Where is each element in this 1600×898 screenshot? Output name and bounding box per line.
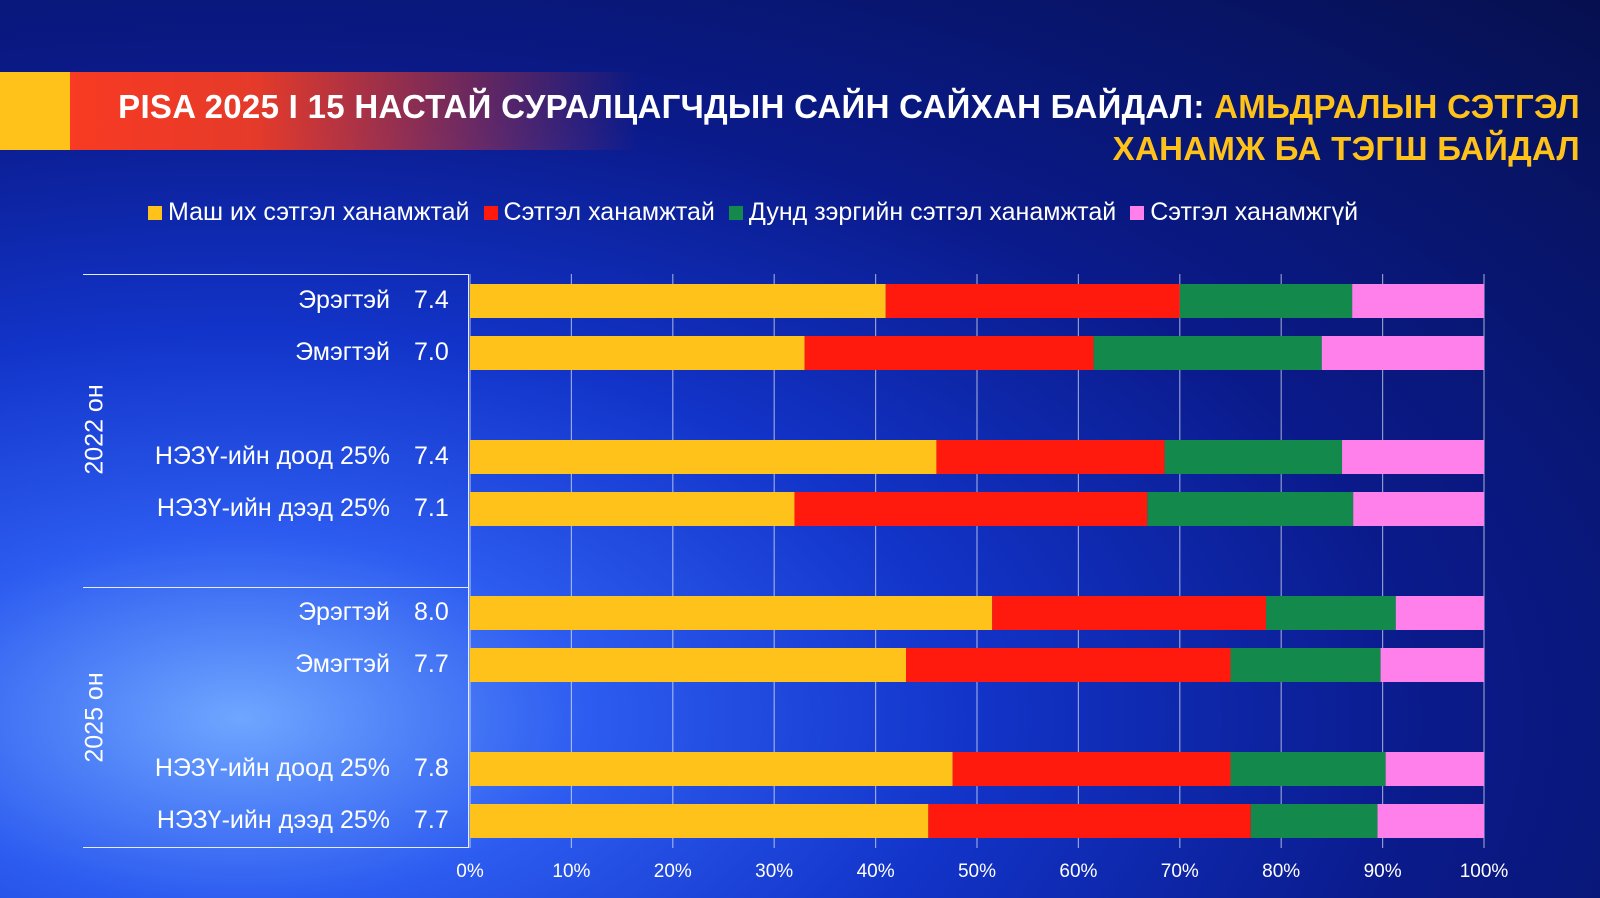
- row-label-2022-low-ses: НЭЗҮ-ийн доод 25%: [154, 442, 390, 470]
- legend-label-very-satisfied: Маш их сэтгэл ханамжтай: [168, 198, 470, 226]
- x-tick-label: 40%: [857, 861, 895, 882]
- legend-item-satisfied: Сэтгэл ханамжтай: [483, 198, 715, 227]
- row-score-2025-low-ses: 7.8: [414, 754, 449, 782]
- bar-segment: [470, 804, 929, 838]
- bar-segment: [470, 336, 805, 370]
- bar-segment: [1377, 804, 1484, 838]
- bar-segment: [1342, 440, 1484, 474]
- x-tick-label: 100%: [1460, 861, 1509, 882]
- panel-divider-middle: [83, 587, 468, 588]
- x-tick-label: 0%: [456, 861, 484, 882]
- legend-item-moderately-satisfied: Дунд зэргийн сэтгэл ханамжтай: [728, 198, 1117, 227]
- x-tick-label: 60%: [1059, 861, 1097, 882]
- bar-segment: [936, 440, 1165, 474]
- row-label-2025-low-ses: НЭЗҮ-ийн доод 25%: [154, 754, 390, 782]
- bar-segment: [928, 804, 1251, 838]
- bar-segment: [794, 492, 1148, 526]
- row-label-2025-male: Эрэгтэй: [298, 598, 390, 626]
- row-score-2025-male: 8.0: [414, 598, 449, 626]
- row-score-2025-female: 7.7: [414, 650, 449, 678]
- panel-divider-bottom: [83, 847, 468, 848]
- bar-segment: [1093, 336, 1322, 370]
- row-score-2022-female: 7.0: [414, 338, 449, 366]
- legend-label-moderately-satisfied: Дунд зэргийн сэтгэл ханамжтай: [748, 198, 1117, 226]
- bar-segment: [470, 752, 953, 786]
- x-tick-label: 90%: [1364, 861, 1402, 882]
- bar-segment: [1380, 648, 1484, 682]
- bar-segment: [1164, 440, 1343, 474]
- title-part1: PISA 2025 I 15 НАСТАЙ СУРАЛЦАГЧДЫН САЙН …: [118, 88, 1215, 125]
- title-band: [0, 72, 640, 150]
- legend-item-not-satisfied: Сэтгэл ханамжгүй: [1130, 198, 1358, 227]
- bar-segment: [470, 648, 907, 682]
- x-tick-label: 10%: [552, 861, 590, 882]
- title-line2: ХАНАМЖ БА ТЭГШ БАЙДАЛ: [1112, 130, 1580, 167]
- row-label-2025-high-ses: НЭЗҮ-ийн дээд 25%: [156, 806, 390, 834]
- row-label-2022-female: Эмэгтэй: [295, 338, 390, 366]
- bar-segment: [1179, 284, 1353, 318]
- row-score-2022-male: 7.4: [414, 286, 449, 314]
- bar-segment: [1250, 804, 1378, 838]
- bar-segment: [1230, 752, 1386, 786]
- title-accent-square: [0, 72, 70, 150]
- panel-divider-vertical: [468, 274, 469, 848]
- bar-segment: [470, 440, 937, 474]
- bar-segment: [1353, 492, 1484, 526]
- legend-swatch-not-satisfied: [1130, 205, 1145, 220]
- legend-swatch-satisfied: [483, 205, 498, 220]
- title-part2: АМЬДРАЛЫН СЭТГЭЛ: [1214, 88, 1580, 125]
- x-tick-label: 70%: [1161, 861, 1199, 882]
- x-tick-label: 80%: [1262, 861, 1300, 882]
- legend-label-satisfied: Сэтгэл ханамжтай: [503, 198, 715, 226]
- legend: Маш их сэтгэл ханамжтай Сэтгэл ханамжтай…: [148, 198, 1358, 227]
- bar-segment: [470, 596, 993, 630]
- bar-segment: [1265, 596, 1396, 630]
- bar-segment: [1395, 596, 1484, 630]
- row-label-2022-high-ses: НЭЗҮ-ийн дээд 25%: [156, 494, 390, 522]
- bar-segment: [804, 336, 1094, 370]
- bar-segment: [470, 492, 795, 526]
- bar-segment: [992, 596, 1266, 630]
- bar-segment: [1147, 492, 1354, 526]
- x-tick-label: 30%: [755, 861, 793, 882]
- row-label-2025-female: Эмэгтэй: [295, 650, 390, 678]
- bar-segment: [1352, 284, 1484, 318]
- legend-swatch-moderately-satisfied: [728, 205, 743, 220]
- legend-item-very-satisfied: Маш их сэтгэл ханамжтай: [148, 198, 470, 227]
- bar-segment: [1321, 336, 1484, 370]
- x-tick-label: 20%: [654, 861, 692, 882]
- bar-segment: [1385, 752, 1484, 786]
- x-tick-label: 50%: [958, 861, 996, 882]
- legend-swatch-very-satisfied: [148, 205, 162, 220]
- row-label-2022-male: Эрэгтэй: [298, 286, 390, 314]
- row-score-2025-high-ses: 7.7: [414, 806, 449, 834]
- row-score-2022-low-ses: 7.4: [414, 442, 449, 470]
- legend-label-not-satisfied: Сэтгэл ханамжгүй: [1150, 198, 1359, 226]
- bar-segment: [470, 284, 886, 318]
- bar-segment: [885, 284, 1180, 318]
- row-score-2022-high-ses: 7.1: [414, 494, 449, 522]
- page-title: PISA 2025 I 15 НАСТАЙ СУРАЛЦАГЧДЫН САЙН …: [80, 86, 1580, 170]
- panel-divider-top: [83, 274, 468, 275]
- bar-segment: [952, 752, 1231, 786]
- bar-segment: [906, 648, 1231, 682]
- bar-segment: [1230, 648, 1381, 682]
